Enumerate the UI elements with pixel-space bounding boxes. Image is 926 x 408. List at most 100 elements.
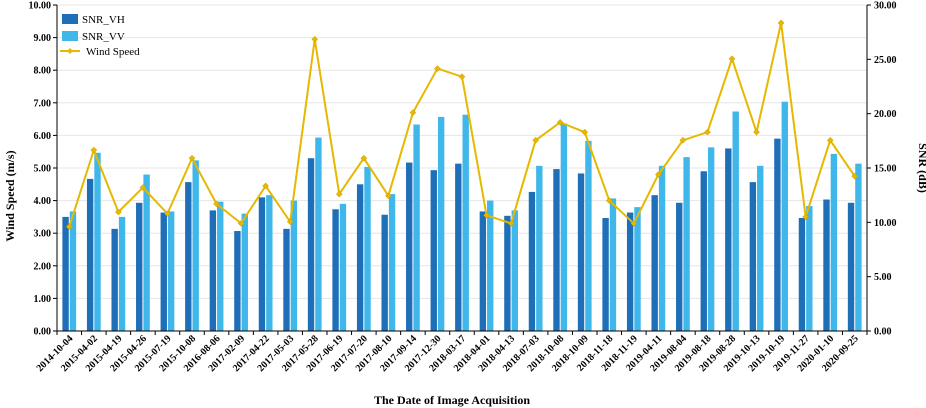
bar-snr-vv [290,200,298,331]
left-tick-label: 1.00 [34,294,52,305]
bar-snr-vv [118,216,126,331]
bar-snr-vh [62,216,69,331]
bar-snr-vv [364,166,371,331]
bar-snr-vv [192,160,199,331]
bar-snr-vh [774,138,781,331]
bar-snr-vv [462,114,469,332]
wind-speed-marker [311,35,319,43]
wind-speed-marker [802,213,809,221]
right-tick-label: 0.00 [874,327,892,338]
bar-snr-vh [823,199,830,331]
left-tick-label: 2.00 [34,261,52,272]
wind-speed-marker [188,154,196,162]
bar-snr-vh [528,191,536,331]
wind-speed-marker [434,65,441,72]
legend: SNR_VH SNR_VV Wind Speed [60,14,140,58]
left-tick-label: 9.00 [34,33,52,44]
wind-speed-marker [679,136,687,144]
right-tick-label: 20.00 [874,109,897,120]
wind-speed-marker [409,109,417,116]
wind-speed-marker [507,220,515,227]
x-axis-ticks: 2014-10-042015-04-022015-04-192015-04-26… [35,331,868,374]
wind-speed-marker [164,210,171,217]
bar-snr-vh [258,197,266,331]
bar-snr-vv [609,198,617,331]
bar-snr-vh [553,169,560,331]
bar-snr-vh [136,202,143,331]
wind-speed-marker [655,171,662,178]
bar-snr-vh [479,211,487,331]
left-axis-title: Wind Speed (m/s) [3,150,17,241]
wind-speed-marker [213,200,220,208]
bar-snr-vh [307,158,315,331]
bar-snr-vv [94,152,101,331]
bar-snr-vh [602,217,609,331]
wind-speed-marker [458,73,466,81]
bar-snr-vv [806,206,813,331]
wind-speed-marker [826,136,834,144]
wind-speed-marker [90,146,98,154]
bar-snr-vv [143,174,150,331]
wind-speed-marker [704,128,711,136]
bar-snr-vh [577,173,585,331]
bar-snr-vh [725,148,732,331]
bar-snr-vv [217,201,224,331]
bar-snr-vv [830,153,838,331]
bar-snr-vv [683,157,690,331]
bar-snr-vh [381,214,388,331]
right-tick-label: 25.00 [874,55,897,66]
legend-swatch-snr-vv [62,31,78,41]
wind-speed-marker [65,223,73,231]
right-tick-label: 5.00 [874,272,892,283]
wind-speed-marker [237,220,245,227]
bar-snr-vh [430,170,437,331]
bar-snr-vh [283,228,290,331]
bar-snr-vv [855,163,862,331]
legend-marker-wind-speed [67,48,73,54]
gridlines [57,4,867,332]
bar-snr-vh [455,163,462,331]
bar-snr-vv [707,147,715,331]
bar-snr-vh [798,217,806,331]
bar-snr-vh [406,162,413,331]
bar-snr-vv [732,111,739,331]
wind-speed-marker [851,172,859,180]
wind-speed-line [65,19,859,231]
bar-snr-vv [634,207,641,331]
left-tick-label: 4.00 [34,196,52,207]
wind-speed-marker [581,128,589,136]
wind-speed-marker [139,184,147,191]
wind-speed-marker [115,208,122,216]
bar-snr-vh [185,182,192,331]
left-tick-label: 8.00 [34,66,52,77]
bar-snr-vv [437,116,445,331]
left-tick-label: 10.00 [29,1,52,12]
bar-snr-vv [658,165,666,331]
bar-snr-vv [536,165,543,331]
left-tick-label: 6.00 [34,131,52,142]
bar-snr-vv [388,194,396,331]
right-tick-label: 10.00 [874,218,897,229]
left-tick-label: 5.00 [34,164,52,175]
bar-snr-vv [315,137,322,331]
wind-speed-marker [605,197,613,204]
left-tick-label: 3.00 [34,229,52,240]
bar-snr-vv [167,211,175,331]
wind-speed-marker [483,211,490,219]
bar-snr-vv [585,140,592,331]
bar-snr-vh [847,202,855,331]
wind-speed-marker [753,128,760,136]
bar-snr-vv [69,211,77,331]
legend-label-wind-speed: Wind Speed [86,46,140,58]
wind-speed-marker [286,218,294,226]
right-axis-ticks: 0.00 5.00 10.00 15.00 20.00 25.00 30.00 [867,1,897,338]
bar-snr-vh [626,212,634,331]
bar-snr-vv [413,124,420,332]
wind-speed-marker [630,220,638,227]
wind-speed-marker [360,154,368,162]
bar-snr-vv [487,200,494,331]
bar-snr-vh [749,182,757,331]
bars [62,101,862,332]
right-tick-label: 15.00 [874,164,897,175]
